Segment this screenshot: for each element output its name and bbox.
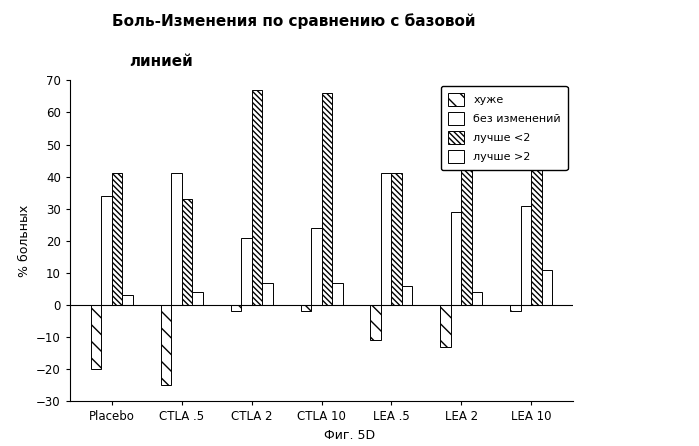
Bar bbox=[322, 93, 332, 305]
Bar bbox=[231, 305, 241, 311]
Bar bbox=[521, 206, 531, 305]
Bar bbox=[510, 305, 521, 311]
Bar bbox=[531, 119, 542, 305]
Bar bbox=[112, 173, 122, 305]
Bar bbox=[370, 305, 381, 340]
Bar bbox=[332, 283, 343, 305]
Text: Фиг. 5D: Фиг. 5D bbox=[324, 429, 375, 442]
Bar bbox=[101, 196, 112, 305]
Legend: хуже, без изменений, лучше <2, лучше >2: хуже, без изменений, лучше <2, лучше >2 bbox=[441, 86, 568, 170]
Bar bbox=[451, 212, 461, 305]
Bar bbox=[461, 132, 472, 305]
Bar bbox=[402, 286, 412, 305]
Bar bbox=[182, 199, 192, 305]
Bar bbox=[91, 305, 101, 369]
Bar bbox=[542, 270, 552, 305]
Y-axis label: % больных: % больных bbox=[17, 205, 31, 277]
Bar bbox=[311, 228, 322, 305]
Bar bbox=[472, 292, 482, 305]
Bar bbox=[381, 173, 391, 305]
Bar bbox=[262, 283, 273, 305]
Bar bbox=[440, 305, 451, 347]
Text: Боль-Изменения по сравнению с базовой: Боль-Изменения по сравнению с базовой bbox=[112, 13, 475, 29]
Bar bbox=[192, 292, 203, 305]
Bar bbox=[301, 305, 311, 311]
Bar bbox=[252, 90, 262, 305]
Bar bbox=[241, 238, 252, 305]
Bar bbox=[391, 173, 402, 305]
Bar bbox=[161, 305, 171, 385]
Bar bbox=[122, 295, 133, 305]
Text: линией: линией bbox=[129, 54, 193, 69]
Bar bbox=[171, 173, 182, 305]
